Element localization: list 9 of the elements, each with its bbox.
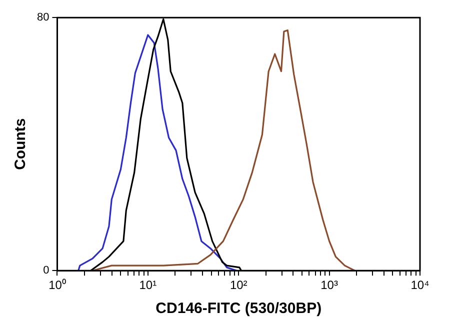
x-tick-label: 10⁴ [410,278,430,292]
y-tick-label: 0 [43,264,50,277]
x-tick-label: 10⁰ [48,278,66,292]
x-tick-label: 10¹ [139,278,157,292]
x-axis-title: CD146-FITC (530/30BP) [156,300,322,318]
x-tick-label: 10³ [320,278,338,292]
y-tick-label: 80 [36,12,50,24]
x-tick-label: 10² [230,278,248,292]
y-axis-title: Counts [12,118,30,170]
